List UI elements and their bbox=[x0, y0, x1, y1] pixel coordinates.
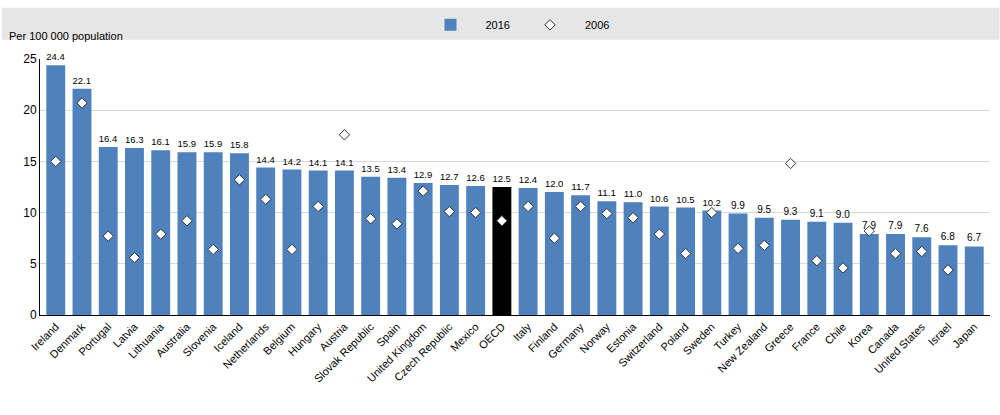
svg-text:9.9: 9.9 bbox=[731, 200, 745, 211]
svg-text:9.5: 9.5 bbox=[757, 204, 771, 215]
svg-text:12.4: 12.4 bbox=[519, 174, 537, 185]
svg-text:9.3: 9.3 bbox=[783, 206, 797, 217]
svg-text:11.1: 11.1 bbox=[597, 187, 615, 198]
svg-text:10: 10 bbox=[23, 206, 37, 220]
svg-text:10.2: 10.2 bbox=[702, 197, 720, 208]
svg-text:15: 15 bbox=[23, 155, 37, 169]
svg-text:14.1: 14.1 bbox=[309, 157, 327, 168]
svg-text:25: 25 bbox=[23, 52, 37, 66]
svg-text:Japan: Japan bbox=[950, 321, 980, 351]
svg-text:Ireland: Ireland bbox=[29, 321, 61, 353]
svg-text:New Zealand: New Zealand bbox=[715, 321, 769, 375]
svg-text:10.5: 10.5 bbox=[676, 194, 694, 205]
svg-text:14.1: 14.1 bbox=[335, 157, 353, 168]
svg-text:13.5: 13.5 bbox=[361, 163, 379, 174]
svg-text:15.8: 15.8 bbox=[230, 139, 248, 150]
svg-text:Per 100 000 population: Per 100 000 population bbox=[9, 30, 123, 42]
svg-text:9.1: 9.1 bbox=[810, 208, 824, 219]
svg-text:12.9: 12.9 bbox=[414, 169, 432, 180]
svg-text:12.5: 12.5 bbox=[492, 173, 510, 184]
svg-text:Italy: Italy bbox=[511, 320, 534, 343]
svg-text:Slovenia: Slovenia bbox=[180, 320, 219, 359]
svg-text:11.0: 11.0 bbox=[624, 188, 643, 199]
svg-text:Israel: Israel bbox=[926, 321, 954, 349]
svg-text:14.4: 14.4 bbox=[256, 154, 274, 165]
svg-text:0: 0 bbox=[30, 308, 37, 322]
svg-text:Chile: Chile bbox=[822, 321, 848, 347]
svg-text:Norway: Norway bbox=[577, 320, 612, 355]
svg-text:Portugal: Portugal bbox=[76, 321, 113, 358]
svg-text:Spain: Spain bbox=[374, 321, 402, 349]
svg-text:France: France bbox=[789, 321, 822, 354]
svg-text:Estonia: Estonia bbox=[604, 320, 639, 355]
svg-text:Greece: Greece bbox=[762, 321, 796, 355]
svg-text:10.6: 10.6 bbox=[650, 193, 668, 204]
svg-text:OECD: OECD bbox=[476, 320, 507, 351]
svg-text:15.9: 15.9 bbox=[204, 138, 222, 149]
svg-text:6.7: 6.7 bbox=[967, 232, 981, 243]
svg-text:12.6: 12.6 bbox=[466, 172, 484, 183]
svg-text:Lithuania: Lithuania bbox=[126, 320, 167, 361]
svg-text:Mexico: Mexico bbox=[448, 321, 481, 354]
svg-text:16.1: 16.1 bbox=[151, 136, 169, 147]
svg-text:Sweden: Sweden bbox=[681, 321, 718, 358]
svg-text:Finland: Finland bbox=[526, 321, 560, 355]
svg-text:15.9: 15.9 bbox=[178, 138, 196, 149]
svg-text:24.4: 24.4 bbox=[46, 51, 64, 62]
svg-text:Australia: Australia bbox=[154, 320, 193, 359]
svg-text:12.0: 12.0 bbox=[545, 178, 563, 189]
svg-text:Canada: Canada bbox=[865, 320, 901, 356]
svg-text:7.9: 7.9 bbox=[888, 220, 902, 231]
svg-text:9.0: 9.0 bbox=[836, 209, 850, 220]
svg-text:13.4: 13.4 bbox=[387, 164, 405, 175]
svg-text:Iceland: Iceland bbox=[211, 321, 245, 355]
svg-text:14.2: 14.2 bbox=[282, 156, 300, 167]
svg-text:United States: United States bbox=[872, 320, 928, 376]
svg-text:United Kingdom: United Kingdom bbox=[365, 321, 429, 385]
svg-text:Slovak Republic: Slovak Republic bbox=[312, 320, 377, 385]
svg-text:Poland: Poland bbox=[658, 321, 691, 354]
svg-text:16.4: 16.4 bbox=[99, 133, 117, 144]
svg-text:Latvia: Latvia bbox=[111, 320, 141, 350]
svg-text:6.8: 6.8 bbox=[941, 231, 955, 242]
svg-text:Hungary: Hungary bbox=[286, 320, 324, 358]
svg-text:12.7: 12.7 bbox=[440, 171, 458, 182]
svg-text:Belgium: Belgium bbox=[261, 321, 298, 358]
svg-text:22.1: 22.1 bbox=[73, 75, 91, 86]
svg-text:7.9: 7.9 bbox=[862, 220, 876, 231]
svg-text:Turkey: Turkey bbox=[711, 320, 743, 352]
svg-text:2006: 2006 bbox=[585, 19, 609, 31]
svg-text:7.6: 7.6 bbox=[915, 223, 929, 234]
svg-text:11.7: 11.7 bbox=[571, 181, 589, 192]
svg-text:Netherlands: Netherlands bbox=[221, 320, 272, 371]
svg-text:5: 5 bbox=[30, 257, 37, 271]
svg-text:2016: 2016 bbox=[486, 19, 510, 31]
svg-text:Korea: Korea bbox=[845, 320, 875, 350]
svg-text:16.3: 16.3 bbox=[125, 134, 143, 145]
svg-text:Austria: Austria bbox=[317, 320, 350, 353]
svg-text:Germany: Germany bbox=[545, 320, 586, 361]
svg-text:Switzerland: Switzerland bbox=[616, 321, 665, 370]
svg-text:20: 20 bbox=[23, 103, 37, 117]
svg-text:Czech Republic: Czech Republic bbox=[392, 320, 455, 383]
svg-text:Denmark: Denmark bbox=[47, 320, 87, 360]
